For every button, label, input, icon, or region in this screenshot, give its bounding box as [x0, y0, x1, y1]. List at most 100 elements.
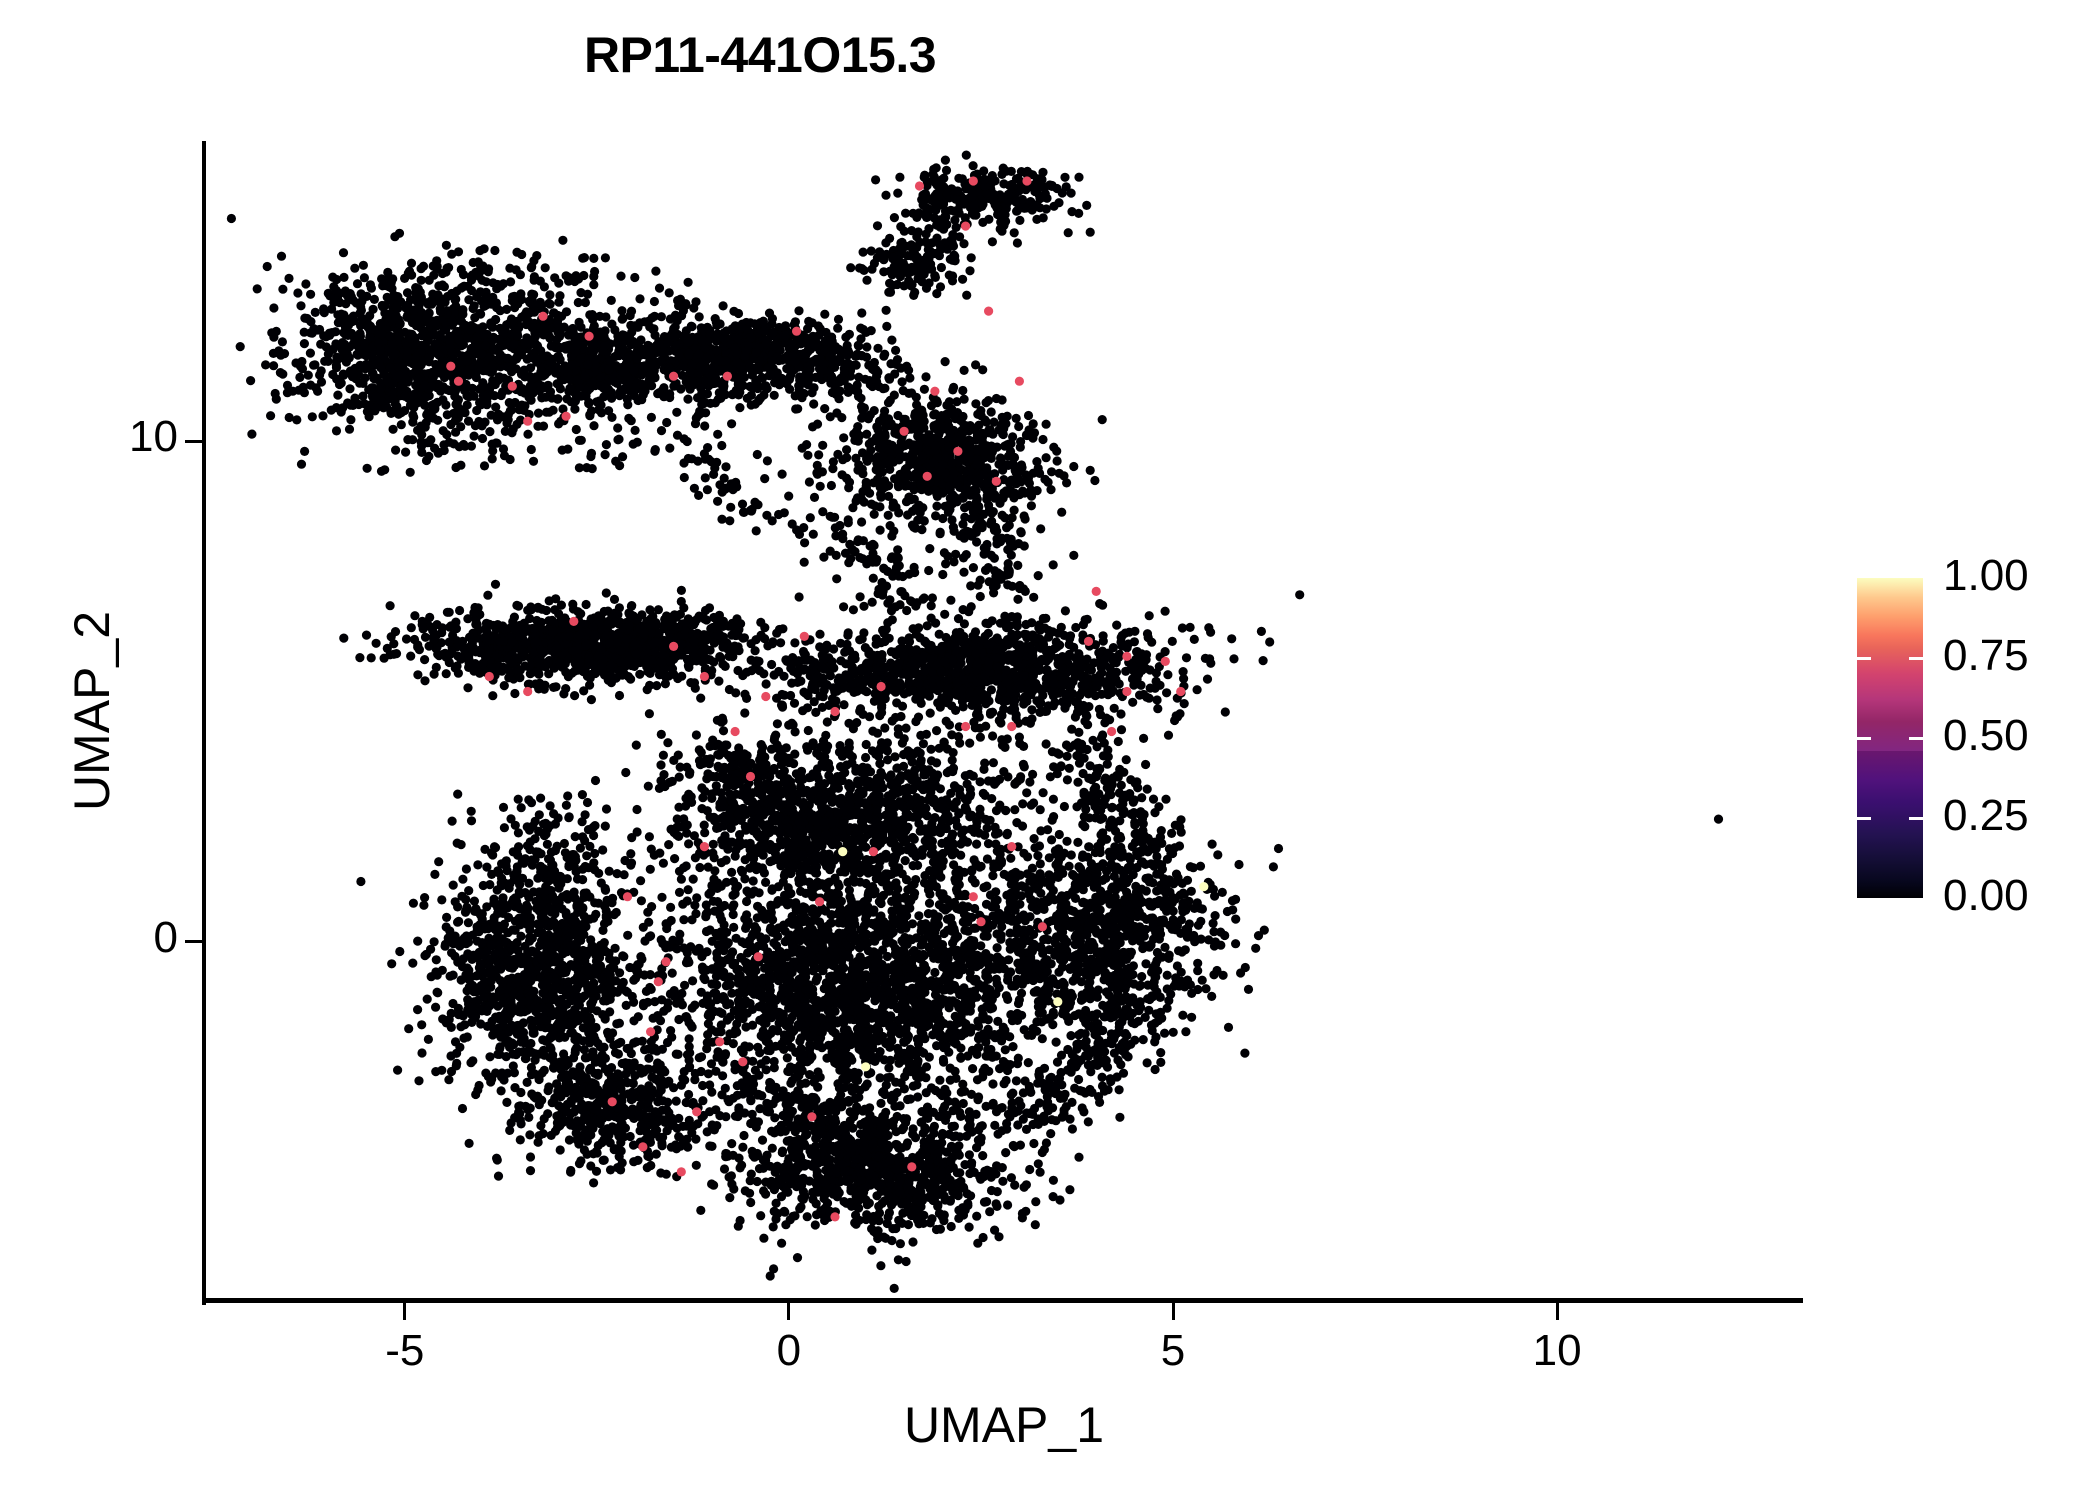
- scatter-point: [700, 663, 710, 674]
- scatter-point: [960, 213, 970, 223]
- scatter-point: [621, 625, 631, 635]
- scatter-point: [707, 629, 717, 639]
- scatter-point: [261, 360, 271, 370]
- scatter-point: [1107, 652, 1118, 662]
- scatter-point: [634, 623, 644, 633]
- scatter-point: [653, 642, 663, 652]
- scatter-point: [1042, 647, 1052, 657]
- scatter-point: [926, 259, 936, 269]
- scatter-point: [974, 501, 984, 512]
- scatter-point: [1105, 670, 1115, 680]
- scatter-point: [696, 323, 706, 333]
- scatter-point: [985, 675, 996, 685]
- scatter-point: [301, 279, 311, 289]
- scatter-point: [615, 391, 625, 401]
- scatter-point: [491, 315, 501, 325]
- scatter-point: [648, 325, 658, 335]
- scatter-point: [843, 628, 853, 638]
- scatter-point: [766, 328, 776, 339]
- scatter-point: [327, 328, 337, 338]
- scatter-point: [980, 639, 990, 649]
- scatter-point: [466, 321, 476, 331]
- scatter-point: [937, 695, 948, 705]
- scatter-point: [444, 353, 455, 363]
- scatter-point: [284, 412, 294, 423]
- scatter-point: [809, 399, 819, 409]
- scatter-point: [695, 409, 705, 419]
- scatter-point: [599, 606, 609, 617]
- scatter-point: [941, 409, 952, 419]
- scatter-point: [941, 632, 951, 643]
- scatter-point: [553, 645, 563, 655]
- scatter-point: [945, 484, 955, 494]
- scatter-point: [945, 429, 955, 439]
- scatter-point: [867, 800, 878, 810]
- scatter-point: [887, 603, 898, 613]
- scatter-point: [1006, 534, 1016, 544]
- scatter-point: [839, 831, 849, 841]
- scatter-point: [1028, 468, 1038, 478]
- scatter-point: [584, 618, 594, 628]
- scatter-point: [1002, 195, 1012, 205]
- scatter-point: [553, 316, 563, 326]
- scatter-point: [700, 666, 710, 676]
- scatter-point: [698, 640, 708, 650]
- scatter-point: [962, 677, 972, 687]
- scatter-point: [954, 195, 964, 205]
- scatter-point: [932, 398, 942, 408]
- scatter-point: [477, 359, 488, 369]
- scatter-point: [392, 315, 402, 325]
- scatter-point: [730, 342, 740, 352]
- scatter-point: [977, 449, 987, 459]
- scatter-point: [505, 667, 515, 677]
- scatter-point: [980, 181, 990, 191]
- scatter-point: [571, 391, 581, 401]
- scatter-point: [1082, 711, 1092, 721]
- scatter-point: [646, 348, 656, 358]
- scatter-point: [522, 333, 532, 343]
- scatter-point: [384, 338, 394, 348]
- scatter-point: [932, 726, 942, 736]
- scatter-point: [781, 336, 791, 346]
- scatter-point: [1057, 652, 1067, 662]
- scatter-point: [464, 643, 474, 653]
- scatter-point: [670, 630, 680, 640]
- scatter-point: [1013, 173, 1023, 183]
- scatter-point: [984, 450, 994, 460]
- scatter-point: [379, 370, 390, 380]
- scatter-point: [680, 353, 690, 363]
- scatter-point: [882, 440, 893, 450]
- scatter-point: [922, 212, 932, 222]
- scatter-point: [525, 371, 535, 381]
- scatter-point: [400, 406, 410, 416]
- scatter-point: [561, 373, 571, 383]
- scatter-point: [420, 632, 431, 642]
- scatter-point: [964, 465, 974, 475]
- scatter-point: [855, 706, 865, 716]
- scatter-point: [843, 387, 853, 397]
- scatter-point: [984, 425, 994, 435]
- scatter-point: [515, 673, 525, 683]
- scatter-point: [547, 645, 558, 655]
- scatter-point: [1133, 679, 1143, 689]
- scatter-point: [471, 337, 481, 348]
- scatter-point: [1005, 478, 1015, 488]
- scatter-point: [557, 649, 567, 659]
- scatter-point: [545, 299, 555, 309]
- scatter-point: [670, 368, 681, 378]
- scatter-point: [568, 387, 578, 397]
- scatter-point: [925, 661, 935, 671]
- scatter-point: [965, 467, 976, 477]
- scatter-point: [913, 418, 923, 428]
- scatter-point: [883, 510, 893, 520]
- scatter-point: [1081, 710, 1091, 720]
- scatter-point: [1047, 670, 1057, 680]
- scatter-point: [905, 481, 915, 491]
- scatter-point: [900, 420, 911, 430]
- scatter-point: [903, 661, 913, 671]
- scatter-point: [581, 391, 591, 401]
- scatter-point: [377, 390, 387, 400]
- scatter-point: [767, 343, 778, 354]
- scatter-point: [997, 710, 1007, 721]
- scatter-point: [1026, 197, 1036, 207]
